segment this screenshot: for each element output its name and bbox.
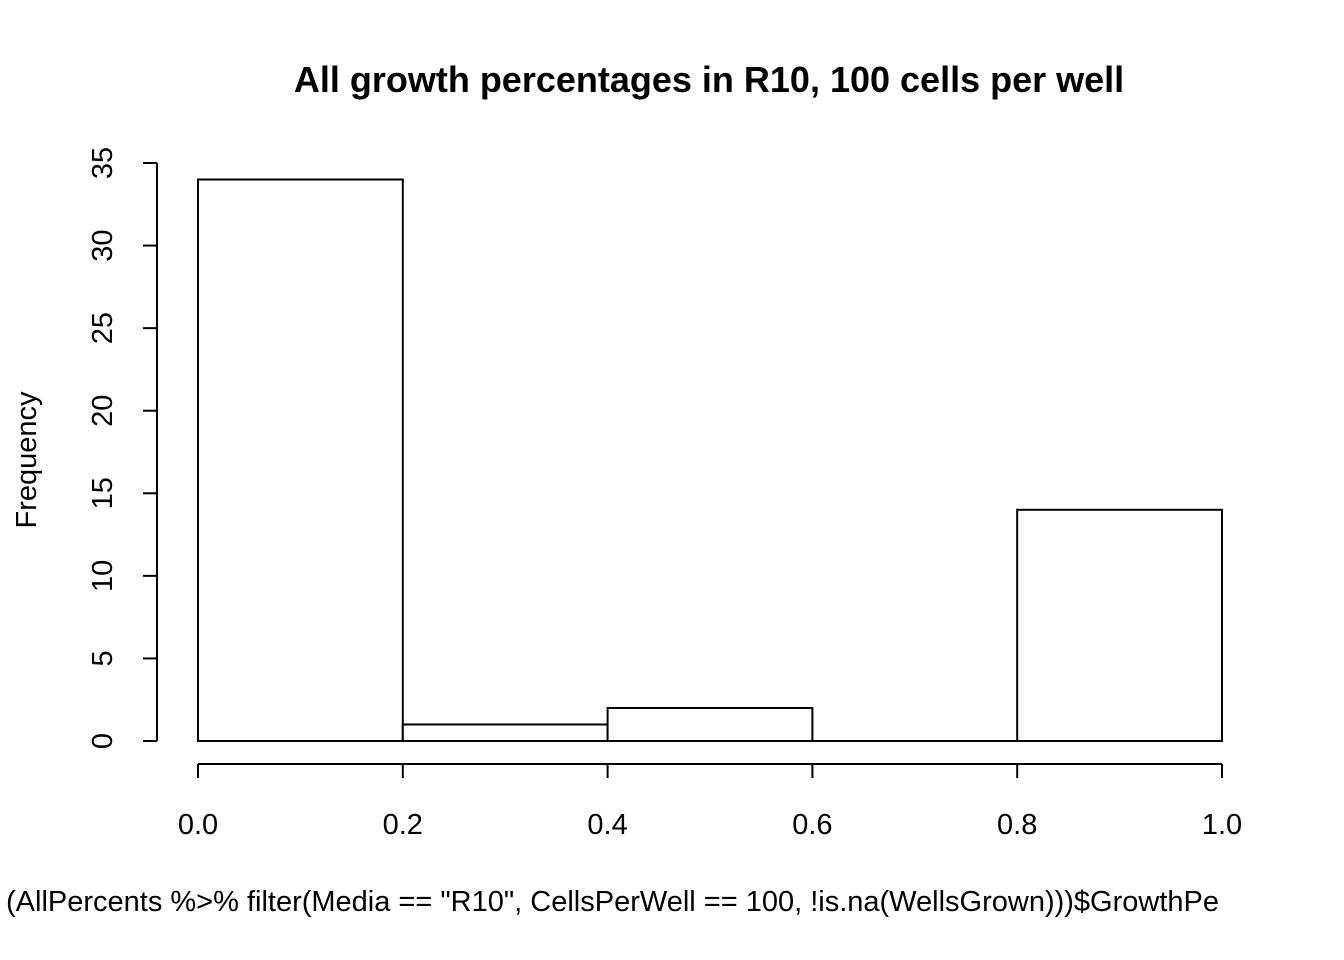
x-axis: 0.0 0.2 0.4 0.6 0.8 1.0: [178, 763, 1242, 841]
chart-title: All growth percentages in R10, 100 cells…: [294, 59, 1124, 100]
histogram-bar: [197, 178, 404, 742]
x-axis-label: (AllPercents %>% filter(Media == "R10", …: [6, 886, 1219, 918]
x-tick-label: 0.4: [587, 809, 627, 841]
x-tick-label: 0.2: [383, 809, 423, 841]
histogram-bar: [401, 723, 609, 743]
histogram-bar: [1016, 508, 1224, 742]
x-tick-label: 0.8: [997, 809, 1037, 841]
y-tick-label: 0: [87, 733, 119, 749]
y-axis: 0 5 10 15 20 25 30 35: [87, 147, 158, 749]
y-tick-label: 5: [87, 650, 119, 666]
y-tick-label: 15: [87, 477, 119, 509]
y-tick-label: 25: [87, 312, 119, 344]
y-tick-label: 20: [87, 395, 119, 427]
y-tick-label: 35: [87, 147, 119, 179]
bars-group: [197, 178, 1224, 743]
y-tick-label: 10: [87, 560, 119, 592]
y-tick-label: 30: [87, 229, 119, 261]
histogram-bar: [606, 706, 814, 743]
x-tick-label: 1.0: [1202, 809, 1242, 841]
x-tick-label: 0.6: [792, 809, 832, 841]
x-tick-label: 0.0: [178, 809, 218, 841]
y-axis-label: Frequency: [11, 391, 43, 529]
